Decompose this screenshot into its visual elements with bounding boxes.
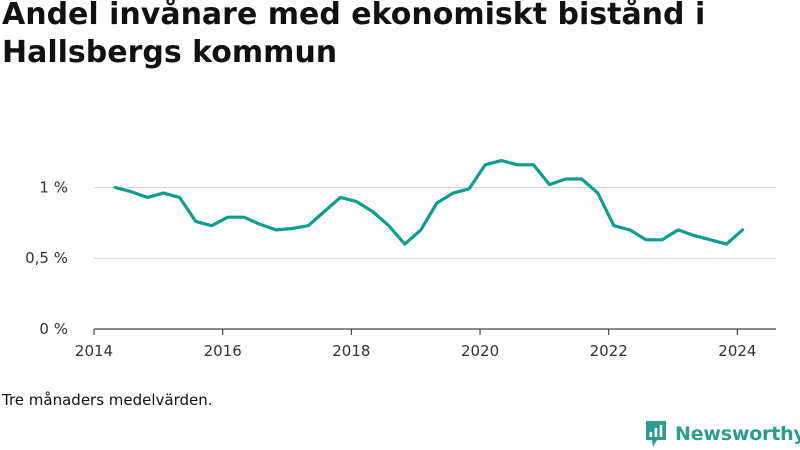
newsworthy-logo-icon [646,421,666,447]
x-tick-label: 2014 [75,342,113,360]
y-tick-label: 0 % [39,320,68,338]
x-tick-label: 2024 [718,342,756,360]
x-tick-label: 2022 [590,342,628,360]
chart-note: Tre månaders medelvärden. [2,391,213,409]
y-tick-labels: 0 % 0,5 % 1 % [25,178,68,338]
x-tick-label: 2020 [461,342,499,360]
x-axis [93,328,776,335]
series-line [113,159,745,246]
brand-logo[interactable]: Newsworthy [644,418,800,450]
chart-area: 0 % 0,5 % 1 % 2014 2016 2018 2020 2022 2024 [25,159,776,360]
y-tick-label: 1 % [39,178,68,196]
x-tick-label: 2018 [332,342,370,360]
brand-name: Newsworthy [675,423,800,445]
x-tick-labels: 2014 2016 2018 2020 2022 2024 [75,342,757,360]
series-layer [113,159,745,246]
x-tick-label: 2016 [204,342,242,360]
chart-title: Andel invånare med ekonomiskt bistånd i … [2,0,706,70]
y-tick-label: 0,5 % [25,249,68,267]
grid-lines [94,186,776,259]
